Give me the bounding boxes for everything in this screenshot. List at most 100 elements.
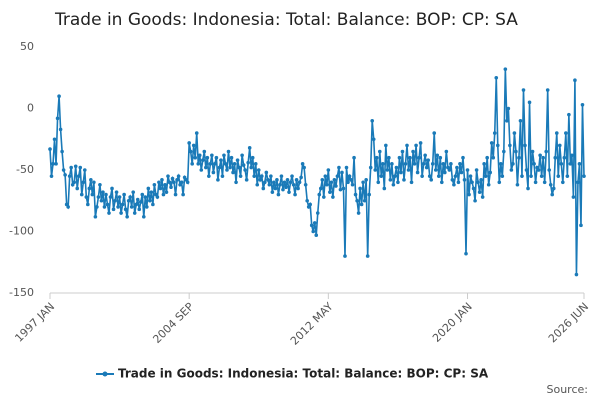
point [515,182,520,187]
point [200,158,205,162]
point [538,153,542,158]
point [576,180,580,185]
point [527,100,532,105]
point [318,186,323,191]
point [194,131,199,135]
point [429,178,434,182]
point [297,180,302,185]
point [341,186,346,191]
point [325,182,329,187]
point [138,200,143,204]
point [294,178,299,182]
point [160,178,164,182]
point [272,180,276,185]
point [529,174,533,178]
point [247,146,252,150]
point [521,88,526,92]
point [349,178,353,182]
point [225,168,229,172]
point [492,131,497,135]
legend-label: Trade in Goods: Indonesia: Total: Balanc… [118,367,489,381]
point [544,149,548,154]
point [536,168,541,172]
point [379,174,384,178]
y-tick-label: -100 [9,225,34,238]
point [337,165,341,170]
point [491,155,496,160]
point [267,182,272,187]
point [66,205,70,209]
point [75,186,80,191]
point [350,182,355,187]
point [523,143,527,148]
point [146,186,151,191]
point [105,202,110,207]
point [376,180,381,185]
point [524,168,529,172]
point [296,186,300,191]
point [464,251,468,256]
point [281,187,285,192]
point [509,168,514,172]
point [500,174,505,178]
y-tick-label: 50 [20,40,34,53]
point [84,195,89,199]
point [238,174,243,178]
point [344,165,349,170]
point [299,175,303,180]
point [565,174,570,178]
point [291,182,296,187]
point [243,168,247,172]
point [166,174,170,178]
point [111,207,116,212]
point [338,187,343,192]
point [365,254,370,258]
point [332,178,337,182]
point [393,174,397,178]
x-tick-label: 2020 JAN [430,300,475,345]
point [234,180,238,185]
point [246,160,250,165]
point [108,195,113,199]
point [470,180,474,185]
point [191,143,196,148]
point [228,165,232,170]
point [241,163,246,167]
point [359,202,364,207]
point [73,164,78,169]
point [211,170,216,175]
point [564,131,568,135]
point [60,149,64,154]
point [514,149,518,154]
point [261,186,266,191]
point [421,162,426,166]
point [202,149,207,154]
point [408,155,412,160]
point [368,165,373,170]
point [548,182,553,187]
point [358,186,362,191]
point [479,178,483,182]
point [489,141,494,145]
point [187,141,191,145]
point [329,180,334,185]
point [497,180,502,185]
point [452,182,456,187]
point [388,178,393,182]
point [263,180,267,185]
point [208,162,213,166]
point [158,186,163,191]
point [207,174,211,178]
point [131,190,136,194]
point [185,180,190,185]
point [561,180,565,185]
point [447,168,452,172]
point [455,165,459,170]
point [250,155,255,160]
point [326,168,331,172]
point [223,162,228,166]
point [78,165,83,170]
point [232,162,237,166]
point [76,174,81,178]
point [293,192,297,197]
